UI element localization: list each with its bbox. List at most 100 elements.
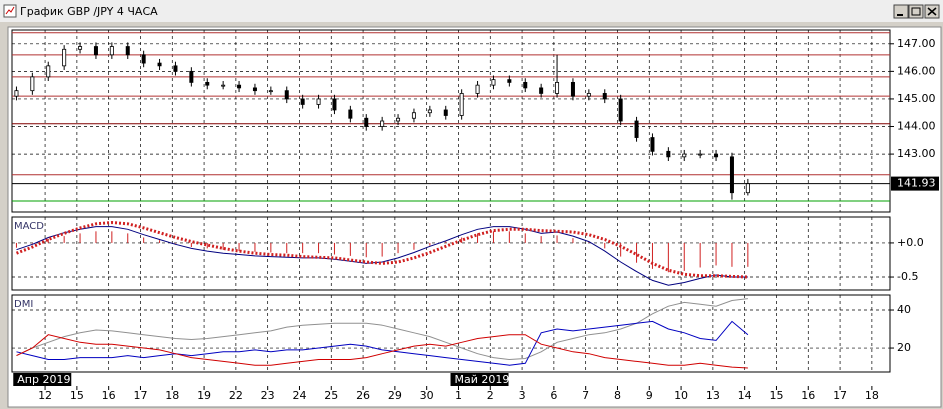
- current-price-box: [891, 176, 939, 191]
- series-line: [16, 298, 748, 361]
- y-tick-label: 144.00: [897, 120, 936, 133]
- series-line: [16, 334, 748, 369]
- y-tick-label: 145.00: [897, 92, 936, 105]
- title-bar: [0, 0, 943, 22]
- candle-body: [698, 153, 703, 156]
- candle-body: [109, 46, 114, 56]
- maximize-glyph: [911, 7, 921, 16]
- candle-body: [46, 65, 51, 78]
- x-tick-label: 15: [70, 389, 84, 402]
- x-tick-label: 29: [388, 389, 402, 402]
- candle-body: [570, 81, 575, 97]
- candle-body: [316, 98, 321, 105]
- candle-body: [268, 90, 273, 93]
- candle-body: [539, 87, 544, 94]
- month-label-box: [450, 373, 509, 386]
- candle-body: [380, 120, 385, 127]
- series-line: [16, 226, 748, 286]
- candle-body: [666, 150, 671, 158]
- candle-body: [157, 62, 162, 67]
- x-tick-label: 23: [261, 389, 275, 402]
- x-tick-label: 22: [229, 389, 243, 402]
- panel-title: DMI: [14, 299, 33, 310]
- x-tick-label: 8: [614, 389, 621, 402]
- panel-frame: [11, 294, 891, 373]
- candle-body: [141, 54, 146, 64]
- candle-body: [173, 65, 178, 72]
- candle-body: [300, 98, 305, 105]
- candle-body: [427, 109, 432, 114]
- candle-body: [602, 93, 607, 100]
- x-tick-label: 16: [801, 389, 815, 402]
- candle-body: [30, 76, 35, 92]
- x-tick-label: 19: [197, 389, 211, 402]
- candle-body: [189, 70, 194, 83]
- x-tick-label: 17: [133, 389, 147, 402]
- window-buttons[interactable]: [893, 4, 940, 19]
- y-tick-label: -0.5: [897, 270, 918, 283]
- x-tick-label: 18: [865, 389, 879, 402]
- candle-body: [93, 46, 98, 56]
- candle-body: [396, 117, 401, 122]
- candle-body: [332, 98, 337, 111]
- close-glyph: [927, 7, 937, 16]
- candle-body: [555, 81, 560, 94]
- x-tick-label: 15: [769, 389, 783, 402]
- x-tick-label: 26: [356, 389, 370, 402]
- x-tick-label: 14: [738, 389, 752, 402]
- candle-body: [475, 84, 480, 94]
- y-tick-label: +0.0: [897, 236, 924, 249]
- candle-body: [714, 153, 719, 158]
- current-price-label: 141.93: [897, 177, 936, 190]
- x-tick-label: 9: [646, 389, 653, 402]
- candle-body: [14, 90, 19, 97]
- x-tick-label: 7: [582, 389, 589, 402]
- window-icon-glyph: [5, 6, 15, 15]
- month-label: Апр 2019: [17, 373, 70, 386]
- x-tick-label: 12: [38, 389, 52, 402]
- candle-body: [507, 79, 512, 83]
- panel-frame: [11, 29, 891, 213]
- y-tick-label: 40: [897, 303, 911, 316]
- candle-body: [634, 120, 639, 138]
- candle-body: [78, 46, 83, 50]
- candle-body: [348, 109, 353, 119]
- x-tick-label: 18: [165, 389, 179, 402]
- y-tick-label: 146.00: [897, 64, 936, 77]
- maximize-button[interactable]: [908, 4, 924, 19]
- series-line: [16, 320, 749, 366]
- y-tick-label: 20: [897, 341, 911, 354]
- panel-title: MACD: [14, 221, 44, 232]
- candle-body: [62, 48, 67, 67]
- candle-body: [443, 109, 448, 116]
- x-tick-label: 16: [102, 389, 116, 402]
- x-tick-label: 3: [519, 389, 526, 402]
- y-tick-label: 143.00: [897, 147, 936, 160]
- candle-body: [682, 153, 687, 158]
- x-tick-label: 24: [292, 389, 306, 402]
- x-tick-label: 13: [706, 389, 720, 402]
- x-tick-label: 2: [487, 389, 494, 402]
- candle-body: [459, 93, 464, 116]
- month-label: Май 2019: [455, 373, 510, 386]
- candle-body: [491, 79, 496, 86]
- month-label-box: [13, 373, 72, 386]
- candle-body: [650, 137, 655, 152]
- candle-body: [205, 81, 210, 86]
- candle-body: [237, 84, 242, 89]
- candle-body: [252, 87, 257, 92]
- candle-body: [221, 84, 226, 87]
- x-tick-label: 1: [455, 389, 462, 402]
- candle-body: [618, 98, 623, 122]
- candle-body: [125, 46, 130, 56]
- x-tick-label: 6: [550, 389, 557, 402]
- panel-frame: [11, 216, 891, 291]
- x-tick-label: 10: [674, 389, 688, 402]
- candle-body: [364, 117, 369, 127]
- candle-body: [284, 90, 289, 100]
- candle-body: [745, 183, 750, 194]
- minimize-button[interactable]: [893, 4, 909, 19]
- candle-body: [411, 112, 416, 119]
- candle-body: [586, 93, 591, 97]
